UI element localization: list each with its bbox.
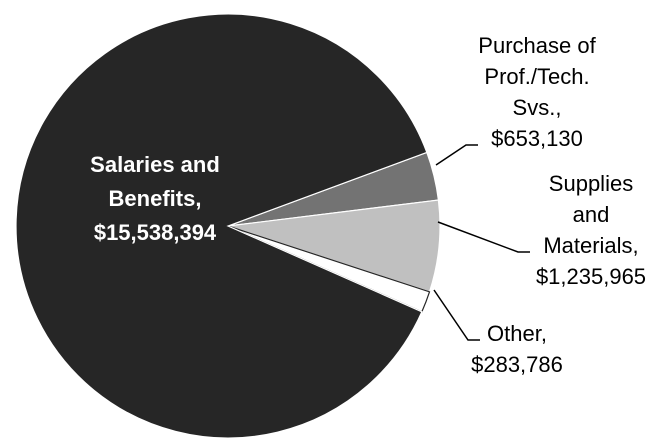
- slice-label: Salaries and Benefits, $15,538,394: [90, 148, 220, 250]
- slice-label: Purchase of Prof./Tech. Svs., $653,130: [462, 30, 612, 154]
- pie-slice: [15, 13, 428, 439]
- label-category: Other,: [487, 321, 547, 346]
- label-category: Salaries and Benefits,: [90, 152, 220, 211]
- leader-line: [437, 221, 530, 253]
- label-category: Purchase of Prof./Tech. Svs.,: [478, 33, 596, 120]
- label-value: $1,235,965: [535, 264, 647, 289]
- slice-label: Other, $283,786: [452, 318, 582, 380]
- leader-line: [433, 289, 480, 341]
- leader-line: [435, 144, 478, 166]
- label-value: $283,786: [471, 352, 563, 377]
- label-value: $15,538,394: [93, 220, 217, 245]
- label-value: $653,130: [491, 126, 583, 151]
- label-category: Supplies and Materials,: [543, 171, 639, 258]
- slice-label: Supplies and Materials, $1,235,965: [530, 168, 652, 292]
